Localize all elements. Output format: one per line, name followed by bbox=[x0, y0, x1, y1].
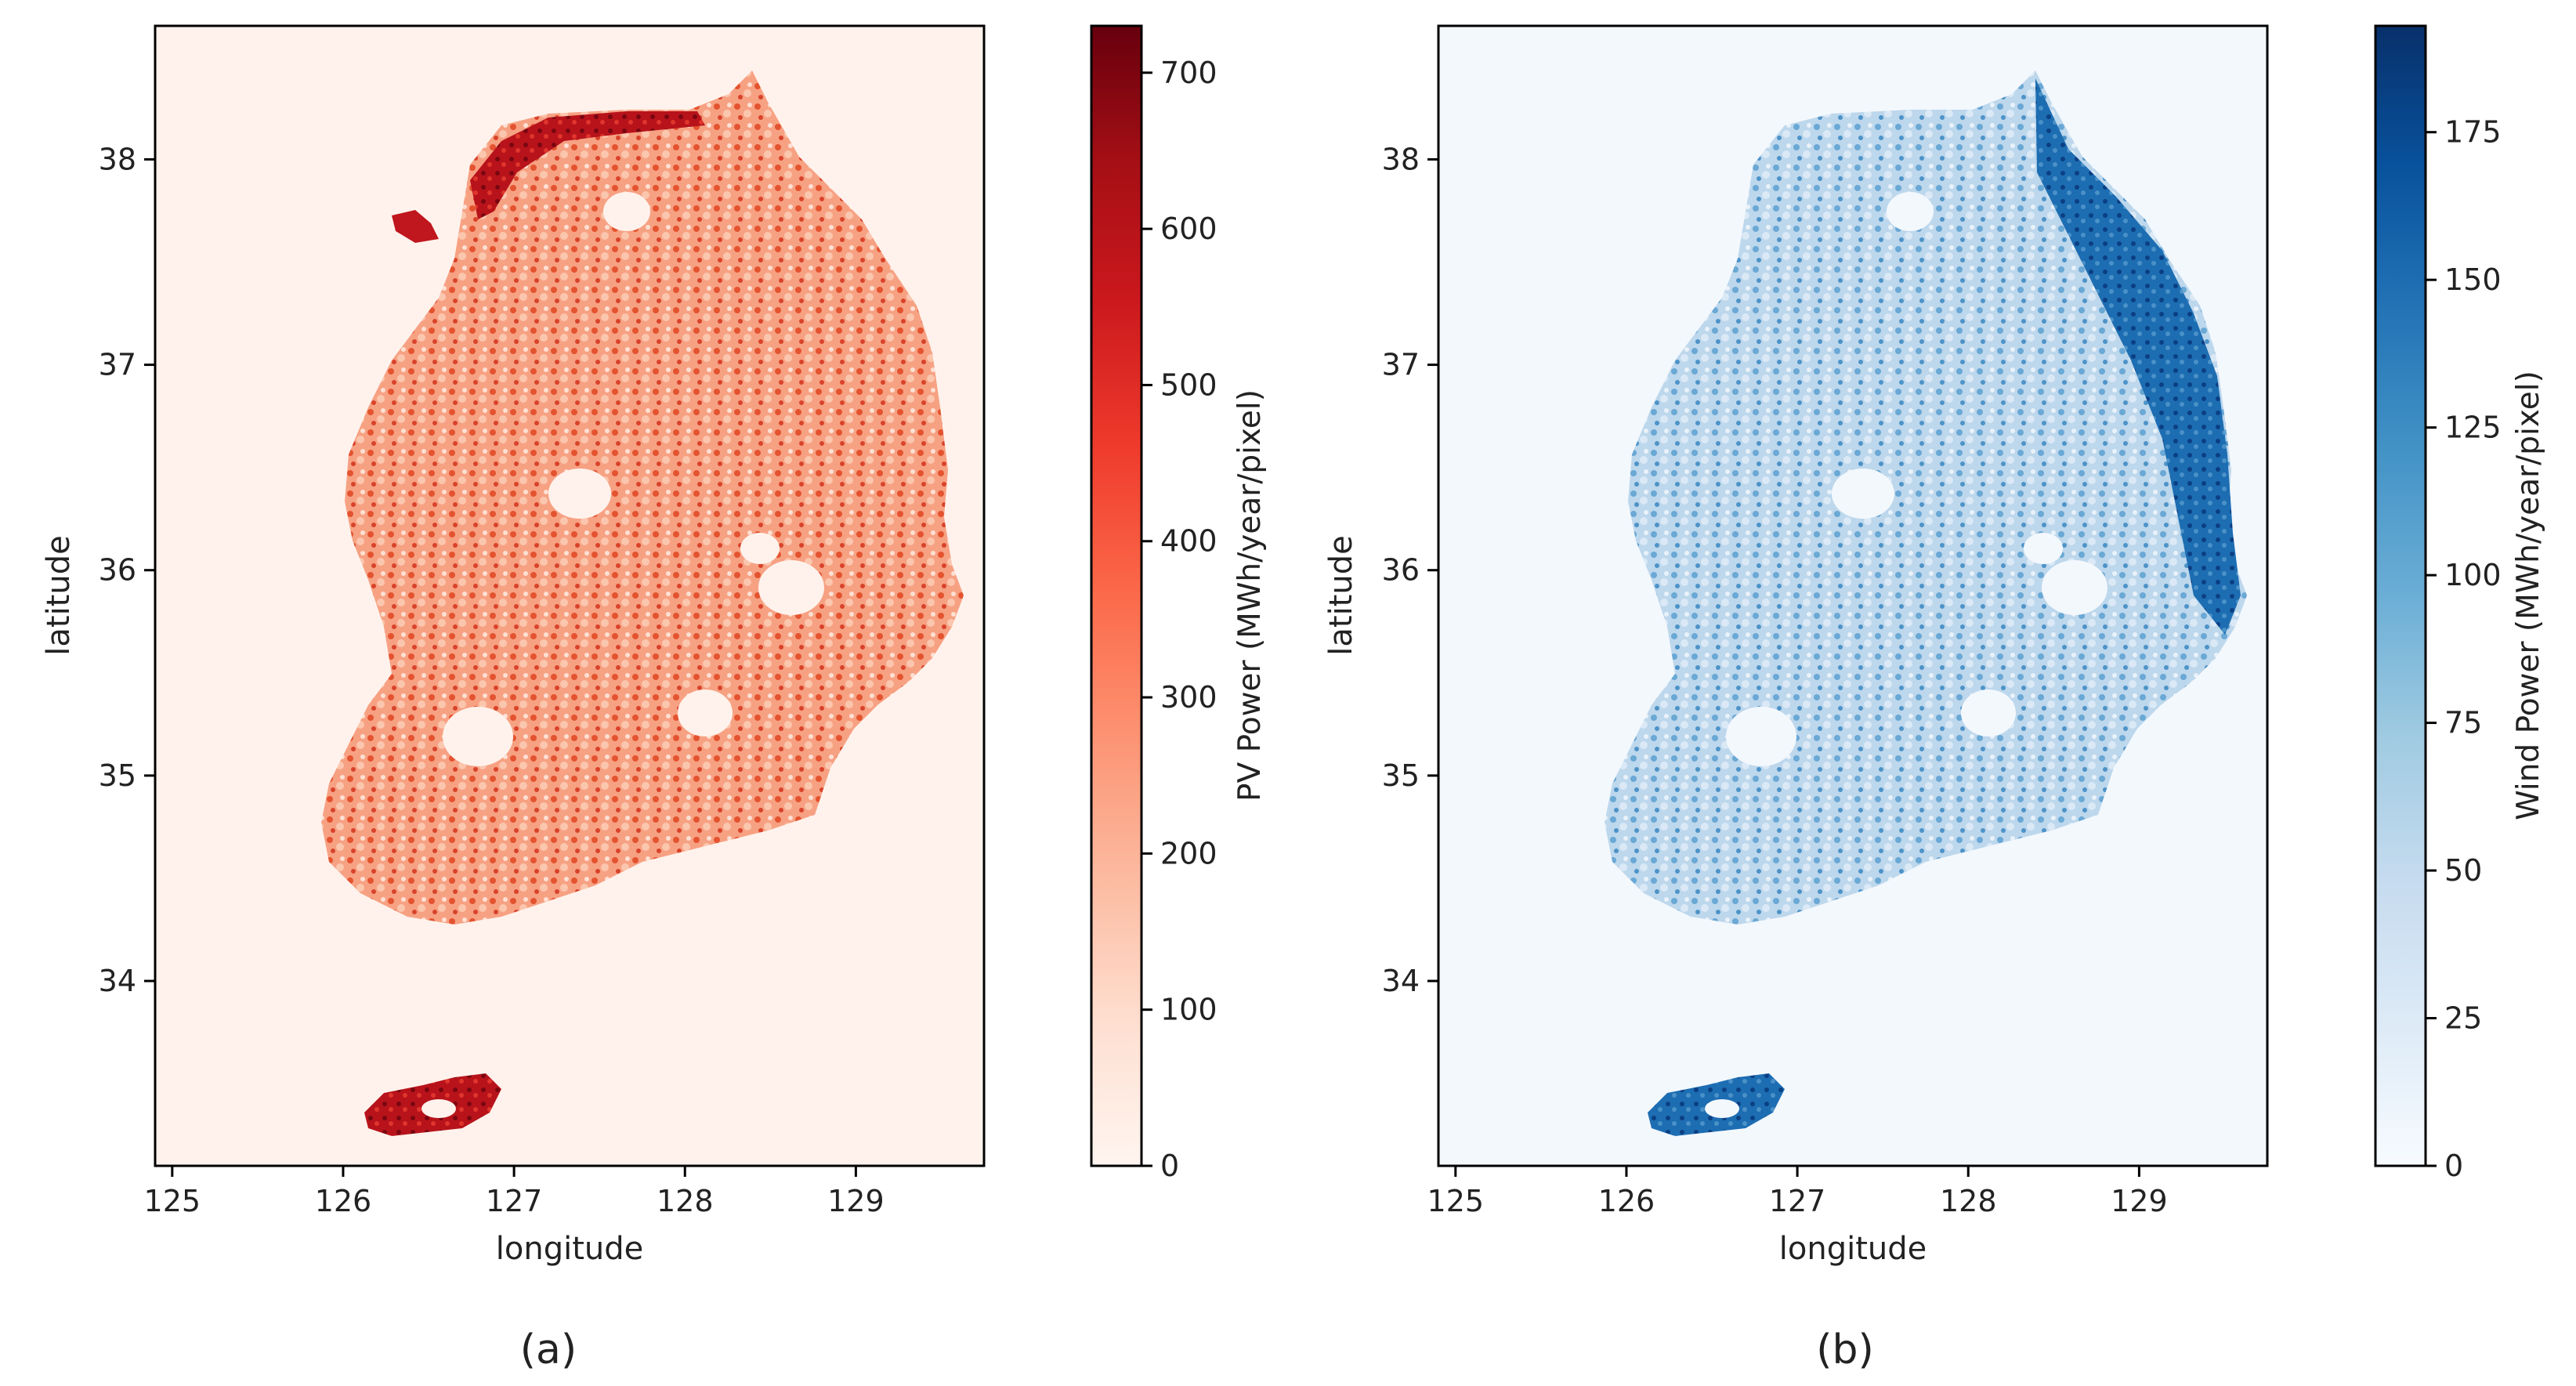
colorbar-b bbox=[2374, 24, 2427, 1167]
x-tick-label-b: 128 bbox=[1940, 1184, 1997, 1218]
y-axis-a: 34 35 36 37 38 bbox=[99, 142, 155, 998]
y-tick-label-b: 38 bbox=[1382, 142, 1420, 176]
y-tick-label-b: 35 bbox=[1382, 758, 1420, 793]
colorbar-tick-label-b: 175 bbox=[2444, 115, 2502, 150]
colorbar-a-label: PV Power (MWh/year/pixel) bbox=[1232, 389, 1268, 802]
panel-b-caption: (b) bbox=[1816, 1326, 1874, 1373]
gap-a-4 bbox=[758, 560, 824, 615]
gap-b-4 bbox=[2042, 560, 2107, 615]
colorbar-tick-label-b: 50 bbox=[2444, 853, 2482, 888]
x-tick-label-b: 127 bbox=[1769, 1184, 1826, 1218]
panel-a: 125 126 127 128 129 34 35 36 37 38 longitude lat… bbox=[41, 24, 1268, 1373]
gap-b-6 bbox=[2024, 533, 2063, 564]
colorbar-tick-label-b: 25 bbox=[2444, 1001, 2482, 1036]
x-axis-label-a: longitude bbox=[496, 1231, 643, 1267]
x-tick-label-b: 125 bbox=[1427, 1184, 1485, 1218]
pv-power-map bbox=[321, 71, 964, 1136]
y-axis-b: 34 35 36 37 38 bbox=[1382, 142, 1438, 998]
x-axis-a: 125 126 127 128 129 bbox=[144, 1166, 885, 1218]
x-tick-label-b: 129 bbox=[2111, 1184, 2168, 1218]
gap-b-3 bbox=[1961, 689, 2016, 736]
panel-a-caption: (a) bbox=[520, 1326, 577, 1373]
colorbar-tick-label-b: 75 bbox=[2444, 706, 2482, 740]
gap-a-1 bbox=[548, 469, 611, 519]
panel-b: 125 126 127 128 129 34 35 36 37 38 longitude lat… bbox=[1323, 24, 2546, 1373]
x-tick-label-a: 127 bbox=[486, 1184, 543, 1218]
x-axis-b: 125 126 127 128 129 bbox=[1427, 1166, 2168, 1218]
wind-power-map bbox=[1605, 71, 2247, 1136]
y-tick-label-a: 34 bbox=[99, 964, 136, 998]
y-tick-label-b: 36 bbox=[1382, 553, 1420, 588]
colorbar-tick-label-a: 500 bbox=[1160, 367, 1217, 402]
y-tick-label-a: 38 bbox=[99, 142, 136, 176]
colorbar-tick-label-a: 400 bbox=[1160, 524, 1217, 559]
colorbar-tick-label-b: 125 bbox=[2444, 411, 2502, 445]
colorbar-tick-label-a: 600 bbox=[1160, 212, 1217, 246]
east-coast-b bbox=[2035, 78, 2241, 635]
colorbar-a-ticks: 0 100 200 300 400 500 600 700 bbox=[1141, 56, 1217, 1183]
y-tick-label-b: 37 bbox=[1382, 348, 1420, 382]
colorbar-tick-label-b: 0 bbox=[2444, 1149, 2463, 1183]
y-axis-label-b: latitude bbox=[1323, 535, 1359, 655]
gap-a-3 bbox=[678, 689, 733, 736]
y-tick-label-a: 37 bbox=[99, 348, 136, 382]
colorbar-tick-label-a: 0 bbox=[1160, 1149, 1179, 1183]
gap-a-5 bbox=[603, 192, 650, 231]
gap-b-1 bbox=[1832, 469, 1894, 519]
x-tick-label-a: 126 bbox=[315, 1184, 372, 1218]
y-tick-label-a: 35 bbox=[99, 758, 136, 793]
plot-b-frame bbox=[1437, 24, 2269, 1167]
x-tick-label-b: 126 bbox=[1598, 1184, 1655, 1218]
colorbar-tick-label-a: 100 bbox=[1160, 993, 1217, 1027]
gap-b-5 bbox=[1887, 192, 1934, 231]
colorbar-tick-label-a: 700 bbox=[1160, 56, 1217, 90]
x-tick-label-a: 129 bbox=[827, 1184, 885, 1218]
y-tick-label-a: 36 bbox=[99, 553, 136, 588]
colorbar-b-ticks: 0 25 50 75 100 125 150 175 bbox=[2426, 115, 2502, 1183]
gap-a-2 bbox=[443, 707, 513, 766]
colorbar-tick-label-b: 150 bbox=[2444, 262, 2502, 297]
y-tick-label-b: 34 bbox=[1382, 964, 1420, 998]
colorbar-tick-label-b: 100 bbox=[2444, 558, 2502, 592]
colorbar-b-label: Wind Power (MWh/year/pixel) bbox=[2511, 371, 2546, 820]
colorbar-a bbox=[1090, 24, 1143, 1167]
gap-a-6 bbox=[740, 533, 780, 564]
plot-a-frame bbox=[154, 24, 986, 1167]
ganghwa-island-a bbox=[392, 210, 439, 243]
colorbar-tick-label-a: 200 bbox=[1160, 836, 1217, 870]
x-tick-label-a: 128 bbox=[657, 1184, 714, 1218]
colorbar-tick-label-a: 300 bbox=[1160, 680, 1217, 715]
y-axis-label-a: latitude bbox=[41, 535, 77, 655]
northwest-coast-a bbox=[470, 111, 705, 219]
x-axis-label-b: longitude bbox=[1779, 1231, 1927, 1267]
gap-b-2 bbox=[1726, 707, 1796, 766]
x-tick-label-a: 125 bbox=[144, 1184, 201, 1218]
